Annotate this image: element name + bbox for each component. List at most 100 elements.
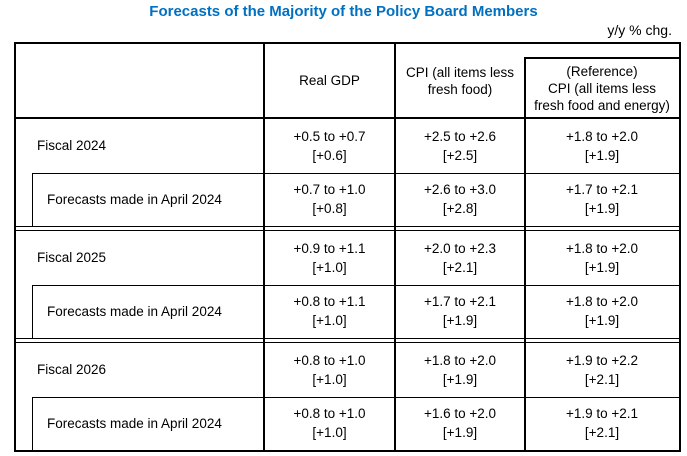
forecast-range: +2.6 to +3.0: [423, 182, 497, 198]
forecast-table: Real GDP CPI (all items less fresh food)…: [14, 42, 681, 452]
reference-box-top-border: [524, 57, 679, 59]
forecast-median: [+1.9]: [442, 425, 478, 441]
unit-note: y/y % chg.: [607, 22, 672, 38]
header-label-cpi-line1: CPI (all items less: [405, 64, 515, 80]
header-label-reference-line3: fresh food and energy): [534, 97, 670, 113]
forecast-median: [+1.0]: [312, 371, 347, 387]
forecast-range: +2.0 to +2.3: [423, 240, 497, 256]
header-label-real-gdp: Real GDP: [299, 73, 360, 88]
forecast-median: [+1.9]: [584, 201, 620, 217]
row-label: Forecasts made in April 2024: [47, 415, 222, 431]
forecast-range: +1.8 to +2.0: [565, 128, 639, 144]
header-label-cpi-line2: fresh food): [427, 81, 493, 97]
forecast-median: [+1.9]: [584, 147, 620, 163]
forecast-median: [+1.0]: [312, 425, 347, 441]
forecast-median: [+2.1]: [584, 425, 620, 441]
forecast-median: [+1.9]: [442, 371, 478, 387]
header-cell-real-gdp: Real GDP: [264, 44, 395, 117]
group-separator-gap: [16, 227, 679, 230]
fiscal-2026-group: Fiscal 2026 +0.8 to +1.0 [+1.0] +1.8 to …: [16, 342, 679, 450]
forecast-median: [+1.9]: [584, 259, 620, 275]
row-label: Fiscal 2025: [37, 250, 107, 266]
forecast-median: [+2.5]: [442, 147, 478, 163]
forecast-median: [+2.1]: [584, 371, 620, 387]
fiscal-2024-group: Fiscal 2024 +0.5 to +0.7 [+0.6] +2.5 to …: [16, 119, 679, 227]
row-label-cell: Fiscal 2026: [16, 343, 264, 397]
forecast-range: +1.7 to +2.1: [565, 182, 639, 198]
subrow-top-border: [32, 284, 679, 286]
forecast-cell-gdp: +0.8 to +1.0 [+1.0]: [264, 343, 395, 397]
table-row-april-forecast-2026: Forecasts made in April 2024 +0.8 to +1.…: [16, 396, 679, 451]
forecast-cell-cpi: +2.6 to +3.0 [+2.8]: [395, 173, 525, 227]
header-cell-cpi: CPI (all items less fresh food): [395, 44, 525, 117]
header-cell-row-labels: [16, 44, 264, 117]
forecast-range: +1.8 to +2.0: [565, 294, 639, 310]
forecast-range: +0.7 to +1.0: [293, 182, 366, 198]
forecast-cell-gdp: +0.5 to +0.7 [+0.6]: [264, 119, 395, 173]
forecast-range: +0.8 to +1.0: [293, 352, 366, 368]
forecast-cell-gdp: +0.8 to +1.1 [+1.0]: [264, 285, 395, 339]
subrow-top-border: [32, 396, 679, 398]
table-row-fiscal-2025: Fiscal 2025 +0.9 to +1.1 [+1.0] +2.0 to …: [16, 231, 679, 285]
row-label-cell: Fiscal 2024: [16, 119, 264, 173]
subrow-top-border: [32, 172, 679, 174]
group-separator-gap: [16, 339, 679, 342]
forecast-range: +1.8 to +2.0: [423, 352, 497, 368]
forecast-median: [+2.1]: [442, 259, 478, 275]
header-label-reference-line2: CPI (all items less: [547, 80, 657, 96]
forecast-range: +1.7 to +2.1: [423, 294, 497, 310]
forecast-cell-reference-cpi: +1.8 to +2.0 [+1.9]: [525, 285, 679, 339]
forecast-cell-cpi: +1.7 to +2.1 [+1.9]: [395, 285, 525, 339]
forecast-range: +0.9 to +1.1: [293, 240, 366, 256]
forecast-cell-cpi: +2.0 to +2.3 [+2.1]: [395, 231, 525, 285]
table-row-fiscal-2024: Fiscal 2024 +0.5 to +0.7 [+0.6] +2.5 to …: [16, 119, 679, 173]
forecast-median: [+0.8]: [312, 201, 347, 217]
forecast-cell-reference-cpi: +1.9 to +2.2 [+2.1]: [525, 343, 679, 397]
forecast-median: [+1.0]: [312, 259, 347, 275]
table-row-april-forecast-2025: Forecasts made in April 2024 +0.8 to +1.…: [16, 284, 679, 339]
table-row-fiscal-2026: Fiscal 2026 +0.8 to +1.0 [+1.0] +1.8 to …: [16, 343, 679, 397]
forecast-cell-cpi: +2.5 to +2.6 [+2.5]: [395, 119, 525, 173]
row-label-cell: Forecasts made in April 2024: [16, 285, 264, 339]
table-row-april-forecast-2024: Forecasts made in April 2024 +0.7 to +1.…: [16, 172, 679, 227]
subrow-indent-border: [32, 172, 33, 226]
forecast-range: +0.5 to +0.7: [293, 128, 366, 144]
row-label-cell: Forecasts made in April 2024: [16, 173, 264, 227]
forecast-median: [+1.0]: [312, 313, 347, 329]
forecast-median: [+0.6]: [312, 147, 347, 163]
row-label: Forecasts made in April 2024: [47, 303, 222, 319]
forecast-cell-cpi: +1.6 to +2.0 [+1.9]: [395, 397, 525, 451]
forecast-cell-reference-cpi: +1.8 to +2.0 [+1.9]: [525, 119, 679, 173]
row-label: Fiscal 2026: [37, 362, 107, 378]
forecast-cell-reference-cpi: +1.8 to +2.0 [+1.9]: [525, 231, 679, 285]
row-label: Forecasts made in April 2024: [47, 191, 222, 207]
subrow-indent-border: [32, 284, 33, 338]
forecast-range: +1.6 to +2.0: [423, 406, 497, 422]
forecast-cell-reference-cpi: +1.9 to +2.1 [+2.1]: [525, 397, 679, 451]
forecast-cell-cpi: +1.8 to +2.0 [+1.9]: [395, 343, 525, 397]
row-label: Fiscal 2024: [37, 138, 107, 154]
forecast-cell-gdp: +0.8 to +1.0 [+1.0]: [264, 397, 395, 451]
row-label-cell: Forecasts made in April 2024: [16, 397, 264, 451]
forecast-cell-gdp: +0.7 to +1.0 [+0.8]: [264, 173, 395, 227]
forecast-range: +1.9 to +2.1: [565, 406, 639, 422]
forecast-range: +1.8 to +2.0: [565, 240, 639, 256]
forecast-cell-gdp: +0.9 to +1.1 [+1.0]: [264, 231, 395, 285]
row-label-cell: Fiscal 2025: [16, 231, 264, 285]
column-divider: [263, 44, 265, 450]
column-divider: [394, 44, 396, 450]
fiscal-2025-group: Fiscal 2025 +0.9 to +1.1 [+1.0] +2.0 to …: [16, 230, 679, 339]
forecast-range: +0.8 to +1.0: [293, 406, 366, 422]
forecast-range: +1.9 to +2.2: [565, 352, 639, 368]
reference-box-left-border: [524, 57, 526, 450]
header-cell-reference-cpi: (Reference) CPI (all items less fresh fo…: [525, 44, 679, 117]
subrow-indent-border: [32, 396, 33, 450]
page-title: Forecasts of the Majority of the Policy …: [149, 3, 538, 20]
forecast-range: +2.5 to +2.6: [423, 128, 497, 144]
header-row: Real GDP CPI (all items less fresh food)…: [16, 44, 679, 119]
forecast-range: +0.8 to +1.1: [293, 294, 366, 310]
forecast-cell-reference-cpi: +1.7 to +2.1 [+1.9]: [525, 173, 679, 227]
forecast-median: [+1.9]: [584, 313, 620, 329]
header-label-reference-line1: (Reference): [566, 63, 638, 79]
